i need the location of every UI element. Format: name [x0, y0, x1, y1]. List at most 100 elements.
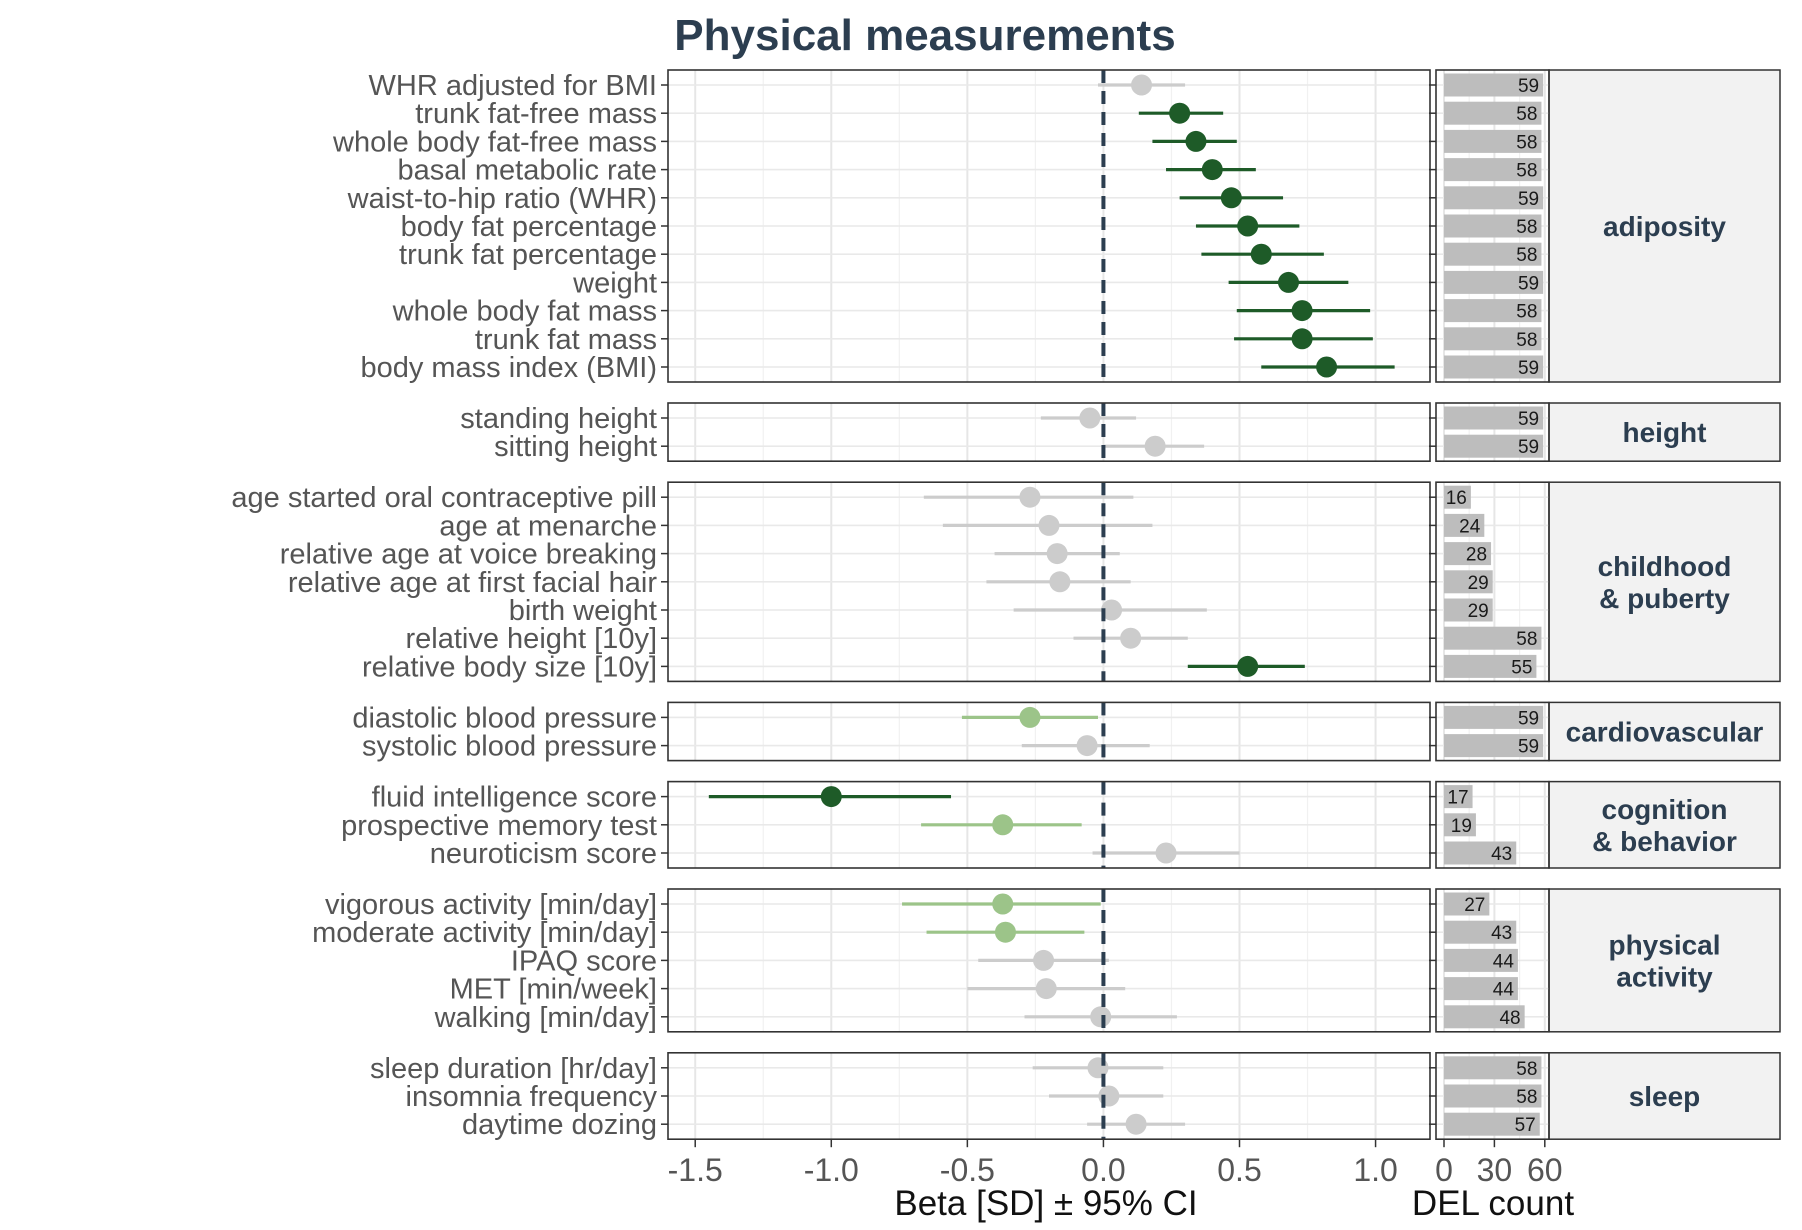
- count-label: 29: [1468, 601, 1489, 622]
- count-bar: [1444, 513, 1485, 537]
- group-strip: [1548, 481, 1781, 683]
- count-bar: [1444, 355, 1544, 379]
- count-label: 43: [1491, 923, 1512, 944]
- row-label: vigorous activity [min/day]: [325, 889, 657, 921]
- row-label: relative age at first facial hair: [288, 567, 657, 599]
- row-label: whole body fat mass: [392, 296, 657, 328]
- group-strip: [1548, 69, 1781, 383]
- group-label: childhood & puberty: [1598, 551, 1732, 614]
- count-bar: [1444, 892, 1490, 916]
- point-estimate: [992, 814, 1014, 836]
- count-label: 58: [1516, 1087, 1537, 1108]
- count-label: 24: [1459, 516, 1481, 537]
- group-strip: [1548, 701, 1781, 762]
- panel-border: [667, 69, 1431, 383]
- count-label: 59: [1518, 409, 1539, 430]
- count-label: 19: [1451, 816, 1472, 837]
- row-label: MET [min/week]: [450, 974, 657, 1006]
- row-label: daytime dozing: [462, 1109, 657, 1141]
- point-estimate: [1131, 74, 1153, 96]
- count-panel-border: [1435, 701, 1550, 762]
- x-tick-label: 0.5: [1217, 1152, 1261, 1188]
- count-panel-border: [1435, 481, 1550, 683]
- row-label: basal metabolic rate: [397, 155, 657, 187]
- count-label: 58: [1516, 245, 1537, 266]
- row-label: systolic blood pressure: [362, 731, 657, 763]
- panel-border: [667, 780, 1431, 869]
- chart-title: Physical measurements: [674, 11, 1175, 60]
- point-estimate: [1019, 486, 1041, 508]
- count-bar: [1444, 158, 1542, 182]
- count-bar: [1444, 841, 1517, 865]
- point-estimate: [1101, 599, 1123, 621]
- count-bar: [1444, 785, 1473, 809]
- count-label: 59: [1518, 189, 1539, 210]
- row-label: relative body size [10y]: [362, 651, 657, 683]
- group-strip: [1548, 402, 1781, 462]
- row-label: sitting height: [494, 431, 657, 463]
- point-estimate: [1316, 356, 1338, 378]
- point-estimate: [1155, 842, 1177, 864]
- count-bar: [1444, 1005, 1525, 1029]
- count-bar: [1444, 214, 1542, 238]
- point-estimate: [1046, 543, 1068, 565]
- count-bar: [1444, 626, 1542, 650]
- row-label: neuroticism score: [430, 838, 657, 870]
- count-tick-label: 0: [1435, 1152, 1453, 1188]
- count-bar: [1444, 813, 1476, 837]
- count-panel-border: [1435, 402, 1550, 463]
- row-label: walking [min/day]: [434, 1002, 657, 1034]
- point-estimate: [1125, 1113, 1147, 1135]
- count-bar: [1444, 186, 1544, 210]
- row-label: age at menarche: [439, 510, 657, 542]
- point-estimate: [992, 893, 1014, 915]
- point-estimate: [1049, 571, 1071, 593]
- row-label: waist-to-hip ratio (WHR): [347, 183, 657, 215]
- count-bar: [1444, 920, 1517, 944]
- count-bar: [1444, 242, 1542, 266]
- count-label: 57: [1515, 1115, 1536, 1136]
- count-label: 59: [1518, 358, 1539, 379]
- point-estimate: [1201, 159, 1223, 181]
- row-label: WHR adjusted for BMI: [369, 70, 657, 102]
- panel-border: [667, 1052, 1431, 1141]
- count-bar: [1444, 570, 1493, 594]
- count-label: 59: [1518, 437, 1539, 458]
- count-label: 58: [1516, 302, 1537, 323]
- point-estimate: [1250, 243, 1272, 265]
- point-estimate: [1035, 978, 1057, 1000]
- count-label: 58: [1516, 161, 1537, 182]
- count-label: 29: [1468, 573, 1489, 594]
- count-bar: [1444, 101, 1542, 125]
- point-estimate: [1291, 328, 1313, 350]
- x-tick-label: 1.0: [1353, 1152, 1397, 1188]
- row-label: sleep duration [hr/day]: [370, 1053, 657, 1085]
- count-label: 48: [1499, 1008, 1520, 1029]
- count-label: 58: [1516, 629, 1537, 650]
- x-tick-label: 0.0: [1081, 1152, 1125, 1188]
- panel-border: [667, 701, 1431, 762]
- count-bar: [1444, 734, 1544, 758]
- row-label: moderate activity [min/day]: [312, 917, 657, 949]
- count-label: 59: [1518, 273, 1539, 294]
- panel-border: [667, 481, 1431, 683]
- count-panel-border: [1435, 780, 1550, 869]
- point-estimate: [1090, 1006, 1112, 1028]
- group-strip: [1548, 888, 1781, 1033]
- panel-border: [667, 402, 1431, 463]
- point-estimate: [1237, 655, 1259, 677]
- row-label: standing height: [460, 403, 657, 435]
- count-tick-label: 60: [1527, 1152, 1563, 1188]
- point-estimate: [1120, 627, 1142, 649]
- count-panel-border: [1435, 69, 1550, 383]
- marks-layer: 59 58 58 58 59 58 58 59 58 58 59 59 59 16 24 28 29 29 58 55…: [708, 70, 1544, 1140]
- point-estimate: [1033, 949, 1055, 971]
- panel-background: [668, 403, 1430, 462]
- point-estimate: [1079, 407, 1101, 429]
- count-bar: [1444, 327, 1542, 351]
- group-label: sleep: [1629, 1081, 1701, 1112]
- row-label: fluid intelligence score: [372, 782, 657, 814]
- count-label: 44: [1493, 980, 1515, 1001]
- count-bar: [1444, 1112, 1540, 1136]
